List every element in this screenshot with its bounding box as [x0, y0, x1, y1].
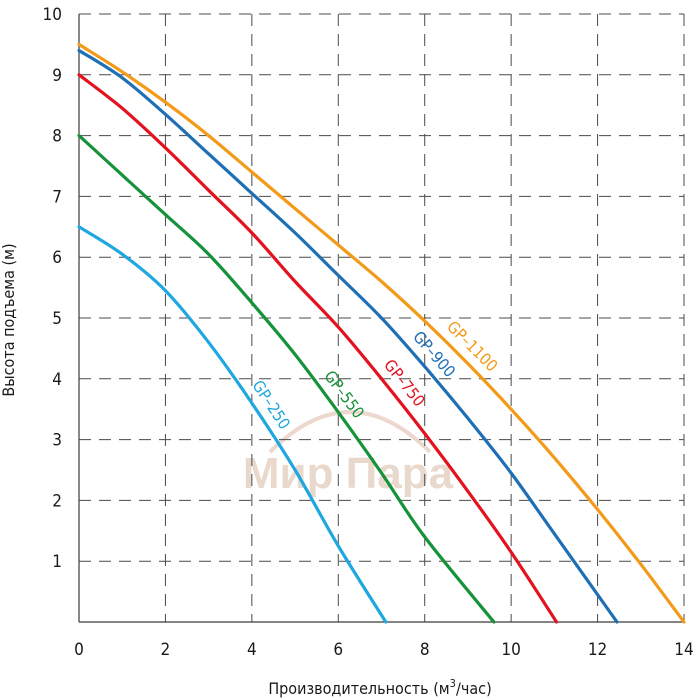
y-tick-label: 10	[43, 5, 62, 25]
y-tick-label: 1	[52, 552, 62, 572]
y-tick-label: 5	[52, 309, 62, 329]
y-tick-labels: 1 2 3 4 5 6 7 8 9 10	[43, 5, 62, 572]
x-tick-label: 12	[588, 640, 607, 660]
watermark-logo: Мир Пара	[243, 410, 454, 498]
x-tick-label: 14	[674, 640, 693, 660]
series-line-gp550	[77, 134, 496, 624]
y-tick-label: 9	[52, 66, 62, 86]
y-tick-label: 7	[52, 187, 62, 207]
series-line-gp1100	[77, 42, 686, 624]
y-tick-label: 6	[52, 248, 62, 268]
x-tick-label: 8	[420, 640, 430, 660]
series-line-gp750	[77, 73, 559, 624]
y-tick-label: 4	[52, 370, 62, 390]
axes	[78, 14, 684, 623]
y-tick-label: 3	[52, 431, 62, 451]
x-tick-label: 10	[501, 640, 520, 660]
y-tick-label: 2	[52, 491, 62, 511]
x-axis-title: Производительность (м3/час)	[268, 677, 491, 698]
x-tick-label: 6	[333, 640, 343, 660]
y-tick-label: 8	[52, 127, 62, 147]
series-label-gp250: GP–250	[248, 377, 294, 433]
series-line-gp250	[77, 225, 388, 624]
watermark-arc-icon	[268, 410, 432, 454]
series-group	[77, 42, 686, 624]
y-axis-title: Высота подъема (м)	[0, 243, 18, 396]
x-tick-label: 2	[161, 640, 171, 660]
x-tick-label: 4	[247, 640, 257, 660]
watermark-text: Мир Пара	[243, 449, 454, 498]
grid	[79, 13, 685, 622]
x-tick-label: 0	[74, 640, 84, 660]
series-line-gp900	[77, 48, 619, 624]
x-tick-labels: 0 2 4 6 8 10 12 14	[74, 640, 694, 660]
